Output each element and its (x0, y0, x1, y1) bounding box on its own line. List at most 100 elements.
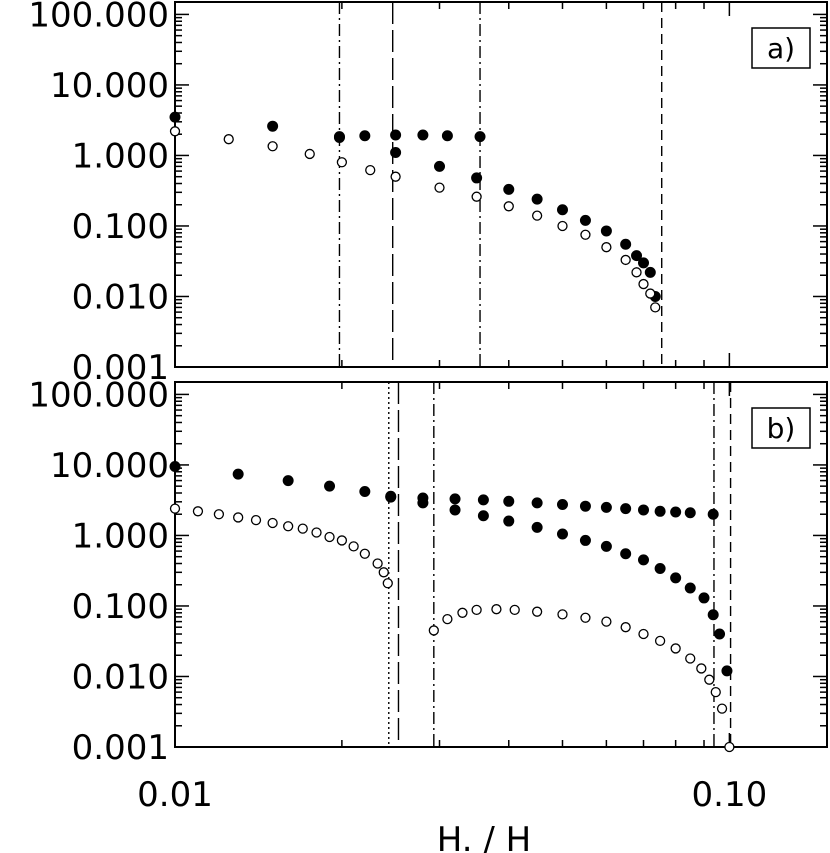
open-point (601, 242, 612, 253)
y-tick-label: 100.000 (28, 0, 169, 35)
open-point (696, 663, 707, 674)
filled-point (620, 238, 632, 250)
open-point (267, 517, 278, 529)
open-point (365, 164, 376, 176)
series-open-2 (169, 126, 661, 313)
filled-point (385, 491, 397, 503)
filled-point (324, 480, 336, 492)
panel-label-box (751, 407, 811, 449)
y-tick-label: 0.100 (72, 587, 169, 627)
open-point (580, 612, 591, 623)
open-point (169, 126, 181, 137)
filled-point (579, 214, 591, 226)
y-tick-label: 0.010 (72, 657, 169, 697)
filled-point (477, 494, 489, 506)
open-point (638, 628, 649, 640)
open-point (434, 182, 445, 193)
open-point (359, 548, 370, 559)
x-axis-title: H. / H (437, 820, 531, 853)
y-tick-label: 1.000 (72, 136, 169, 176)
open-point (620, 622, 631, 633)
panel-label-box (751, 27, 811, 69)
open-point (223, 134, 234, 145)
y-tick-label: 10.000 (50, 66, 169, 106)
plot-frame (174, 381, 828, 748)
filled-point (267, 120, 279, 132)
y-tick-label: 100.000 (28, 375, 169, 415)
y-tick-label: 0.001 (72, 728, 169, 768)
panel-b: 100.000 10.000 1.000 0.100 0.010 0.001 b) (28, 375, 828, 768)
series-filled-0 (169, 111, 661, 302)
filled-point (503, 495, 515, 507)
open-point (428, 625, 439, 636)
filled-point (620, 503, 632, 515)
filled-point (654, 505, 666, 517)
open-point (620, 254, 631, 266)
filled-point (531, 497, 543, 509)
x-tick-label: 0.10 (692, 775, 768, 815)
open-point (324, 531, 335, 543)
filled-point (282, 475, 294, 487)
open-point (654, 635, 666, 647)
panel-a: 100.000 10.000 1.000 0.100 0.010 0.001 a) (28, 0, 828, 388)
series-filled-1 (333, 129, 486, 143)
open-point (503, 201, 514, 212)
series-open-2 (169, 503, 393, 589)
filled-point (474, 131, 486, 143)
filled-point (471, 172, 483, 184)
open-point (531, 606, 543, 617)
open-point (509, 604, 520, 616)
open-point (670, 643, 681, 654)
filled-point (654, 562, 666, 574)
filled-point (579, 500, 591, 512)
open-point (378, 567, 389, 578)
filled-point (169, 461, 181, 473)
y-tick-label: 0.100 (72, 207, 169, 247)
filled-point (417, 129, 429, 141)
open-point (580, 229, 591, 240)
filled-point (333, 131, 345, 143)
series-open-3 (428, 604, 735, 753)
open-point (213, 509, 225, 520)
series-filled-1 (385, 491, 719, 520)
filled-point (620, 548, 632, 560)
filled-point (579, 534, 591, 546)
open-point (471, 191, 482, 202)
filled-point (449, 504, 461, 516)
filled-point (359, 486, 371, 498)
filled-point (359, 130, 371, 142)
filled-point (556, 498, 568, 510)
open-point (638, 278, 649, 290)
filled-point (644, 266, 656, 278)
open-point (382, 578, 393, 589)
filled-point (684, 582, 696, 594)
open-point (685, 653, 696, 664)
filled-point (390, 129, 402, 141)
y-tick-label: 1.000 (72, 516, 169, 556)
filled-point (707, 508, 719, 520)
open-point (336, 157, 348, 168)
open-point (283, 521, 294, 532)
open-point (250, 514, 262, 526)
open-point (710, 686, 721, 698)
open-point (704, 674, 715, 685)
open-point (348, 541, 359, 552)
open-point (390, 171, 401, 182)
open-point (471, 604, 482, 616)
open-point (233, 512, 244, 523)
open-point (557, 220, 568, 232)
x-axis: 0.01 0.10 (137, 775, 767, 815)
open-point (631, 267, 642, 278)
panel-label: a) (767, 32, 795, 65)
filled-point (503, 183, 515, 195)
filled-point (638, 257, 650, 269)
open-point (311, 527, 322, 538)
series-filled-0 (169, 461, 733, 677)
open-point (372, 558, 383, 569)
open-point (169, 503, 181, 514)
filled-point (449, 493, 461, 505)
filled-point (232, 468, 244, 480)
open-point (336, 535, 348, 546)
open-point (442, 614, 453, 625)
